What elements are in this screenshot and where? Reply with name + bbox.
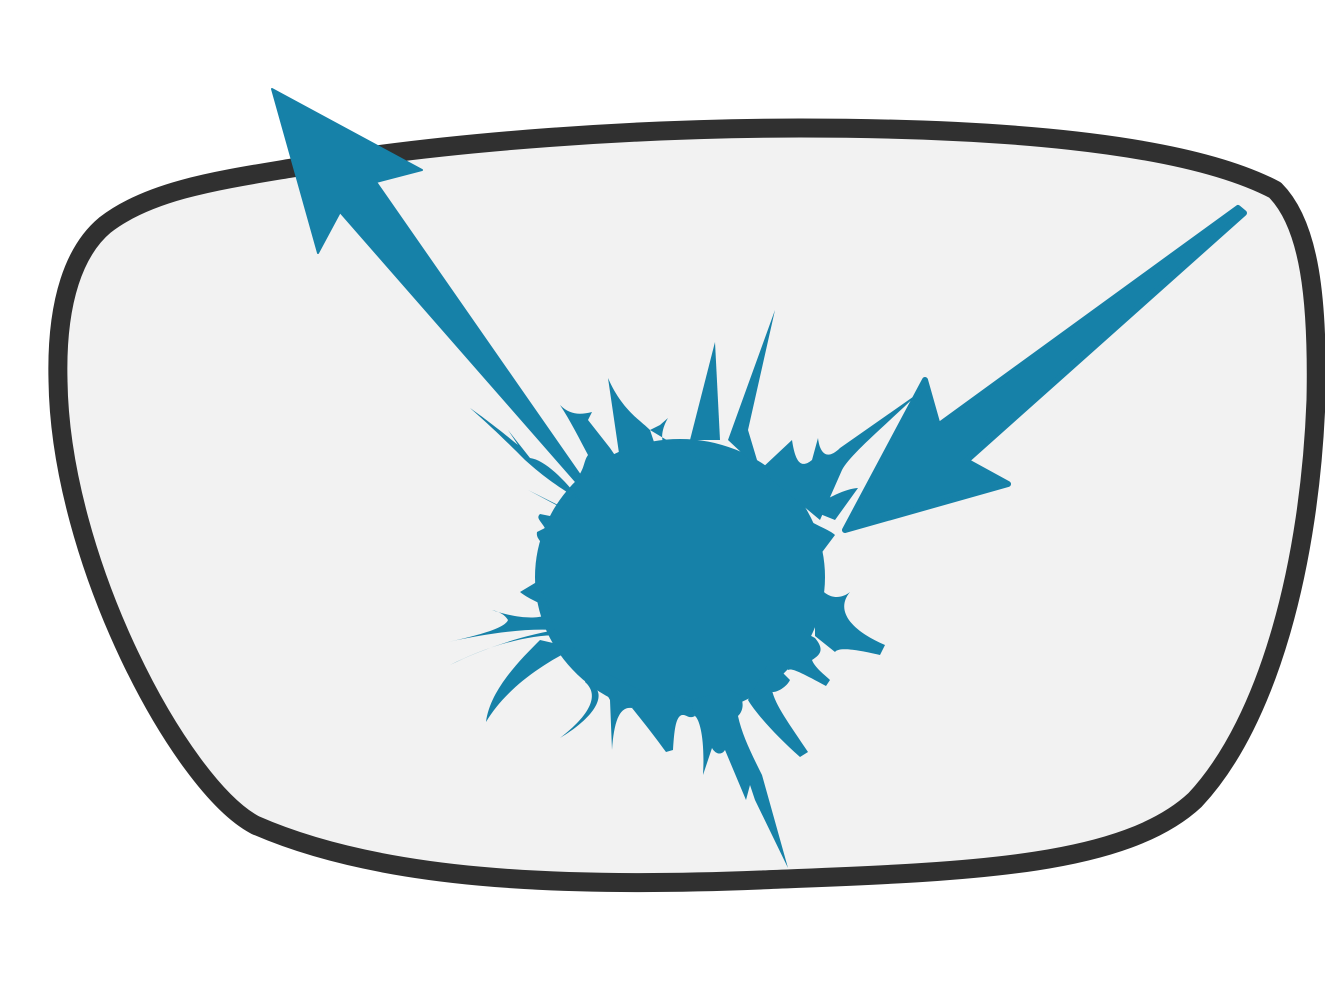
- incoming-impact-arrow-icon: [842, 205, 1247, 533]
- deflected-arrow-icon: [271, 88, 583, 485]
- impact-splat-icon: [448, 310, 920, 868]
